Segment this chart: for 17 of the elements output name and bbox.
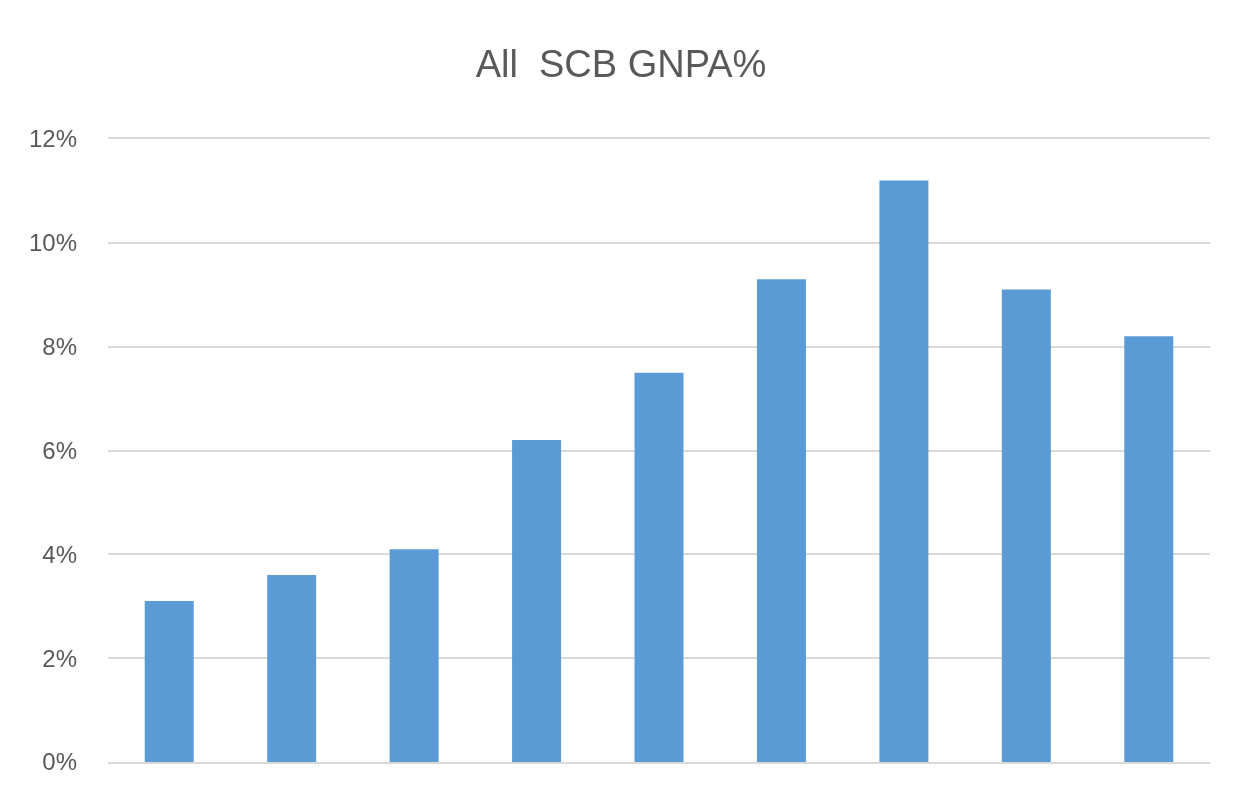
y-tick-label: 4% xyxy=(42,540,77,568)
y-tick-label: 12% xyxy=(28,125,77,153)
y-tick-label: 10% xyxy=(28,229,77,257)
bar xyxy=(144,601,194,762)
bar xyxy=(756,279,806,762)
y-tick-label: 8% xyxy=(42,333,77,361)
bar xyxy=(1124,336,1174,762)
bar xyxy=(512,440,562,762)
chart-title: All SCB GNPA% xyxy=(475,43,767,86)
bar xyxy=(1001,289,1051,762)
y-tick-label: 6% xyxy=(42,436,77,464)
y-tick-label: 0% xyxy=(42,748,77,776)
y-tick-label: 2% xyxy=(42,644,77,672)
bar xyxy=(389,549,439,762)
bar xyxy=(267,575,317,762)
bar xyxy=(879,180,929,762)
bar xyxy=(634,372,684,762)
